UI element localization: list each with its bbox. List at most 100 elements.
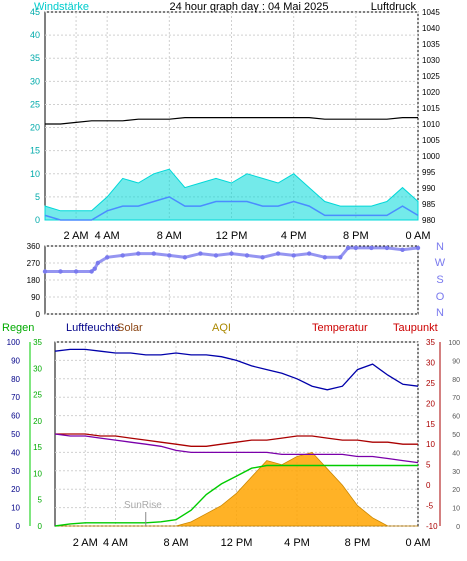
rain-line bbox=[54, 464, 418, 527]
pressure-y-tick: 1010 bbox=[422, 120, 440, 129]
wind-gust-area bbox=[44, 168, 419, 221]
rain-y-tick: 20 bbox=[33, 417, 42, 426]
rain-y-tick: 0 bbox=[38, 522, 43, 531]
pressure-axis-label: Luftdruck bbox=[371, 1, 417, 13]
wind-y-tick: 20 bbox=[30, 123, 40, 133]
outer-y-tick: 70 bbox=[452, 395, 460, 402]
weather-x-tick: 8 AM bbox=[163, 537, 188, 549]
pressure-y-tick: 1045 bbox=[422, 8, 440, 17]
wind-y-tick: 25 bbox=[30, 99, 40, 109]
weather-series bbox=[54, 348, 419, 527]
humidity-line bbox=[54, 348, 419, 391]
pressure-y-tick: 1000 bbox=[422, 152, 440, 161]
temperature-y-tick: 10 bbox=[426, 440, 435, 449]
wind-y-tick: 30 bbox=[30, 76, 40, 86]
wind-x-tick: 12 PM bbox=[216, 230, 248, 242]
pressure-y-tick: 1035 bbox=[422, 40, 440, 49]
temperature-y-tick: -5 bbox=[426, 502, 434, 511]
wind-axis-label: Windstärke bbox=[34, 1, 89, 13]
wind-y-tick: 10 bbox=[30, 169, 40, 179]
temperature-line bbox=[55, 433, 418, 447]
pressure-y-tick: 1015 bbox=[422, 104, 440, 113]
humidity-y-tick: 60 bbox=[11, 412, 20, 421]
humidity-y-tick: 40 bbox=[11, 448, 20, 457]
weather-y-labels: 010203040506070809010005101520253035-10-… bbox=[7, 338, 460, 531]
outer-y-tick: 30 bbox=[452, 469, 460, 476]
outer-y-tick: 20 bbox=[452, 487, 460, 494]
wind-x-tick: 0 AM bbox=[405, 230, 430, 242]
pressure-y-tick: 1040 bbox=[422, 24, 440, 33]
compass-label: O bbox=[436, 291, 445, 303]
weather-x-tick: 8 PM bbox=[345, 537, 371, 549]
legend-aqi: AQI bbox=[212, 322, 231, 334]
graph-title: 24 hour graph day : 04 Mai 2025 bbox=[169, 1, 328, 13]
direction-grid bbox=[45, 245, 419, 315]
weather-x-tick: 12 PM bbox=[221, 537, 253, 549]
dewpoint-line bbox=[54, 433, 419, 464]
weather-x-tick: 4 AM bbox=[103, 537, 128, 549]
pressure-y-tick: 1005 bbox=[422, 136, 440, 145]
pressure-y-tick: 1020 bbox=[422, 88, 440, 97]
direction-y-labels: 0 90 180 270 360 bbox=[27, 242, 41, 319]
compass-label: N bbox=[436, 241, 444, 253]
humidity-y-tick: 0 bbox=[16, 522, 21, 531]
direction-y-tick: 270 bbox=[27, 259, 41, 268]
wind-y-tick: 15 bbox=[30, 146, 40, 156]
temperature-y-tick: 35 bbox=[426, 338, 435, 347]
wind-y-tick: 5 bbox=[35, 192, 40, 202]
outer-y-tick: 80 bbox=[452, 377, 460, 384]
wind-y-tick: 45 bbox=[30, 7, 40, 17]
wind-y-tick: 40 bbox=[30, 30, 40, 40]
pressure-line bbox=[45, 116, 418, 125]
wind-x-tick: 8 PM bbox=[343, 230, 369, 242]
humidity-y-tick: 10 bbox=[11, 504, 20, 513]
legend-temperatur: Temperatur bbox=[312, 322, 368, 334]
temperature-y-tick: 15 bbox=[426, 420, 435, 429]
humidity-y-tick: 50 bbox=[11, 430, 20, 439]
legend-regen: Regen bbox=[2, 322, 34, 334]
pressure-y-tick: 1030 bbox=[422, 56, 440, 65]
rain-y-tick: 5 bbox=[38, 496, 43, 505]
rain-y-tick: 30 bbox=[33, 364, 42, 373]
weather-x-tick: 2 AM bbox=[73, 537, 98, 549]
outer-y-tick: 10 bbox=[452, 506, 460, 513]
humidity-y-tick: 80 bbox=[11, 375, 20, 384]
wind-x-tick: 2 AM bbox=[64, 230, 89, 242]
compass-label: N bbox=[436, 307, 444, 319]
wind-x-tick: 8 AM bbox=[157, 230, 182, 242]
outer-y-tick: 0 bbox=[456, 524, 460, 531]
direction-trace bbox=[45, 246, 419, 273]
outer-y-tick: 50 bbox=[452, 432, 460, 439]
outer-y-tick: 60 bbox=[452, 414, 460, 421]
temperature-y-tick: 5 bbox=[426, 461, 431, 470]
compass-label: S bbox=[436, 274, 443, 286]
pressure-y-tick: 985 bbox=[422, 200, 436, 209]
rain-y-tick: 15 bbox=[33, 443, 42, 452]
temperature-y-tick: -10 bbox=[426, 522, 438, 531]
wind-x-tick: 4 PM bbox=[281, 230, 307, 242]
temperature-y-tick: 20 bbox=[426, 399, 435, 408]
solar-area bbox=[55, 451, 418, 527]
rain-y-tick: 35 bbox=[33, 338, 42, 347]
humidity-y-tick: 100 bbox=[7, 338, 21, 347]
outer-y-tick: 40 bbox=[452, 450, 460, 457]
humidity-y-tick: 70 bbox=[11, 393, 20, 402]
pressure-y-tick: 995 bbox=[422, 168, 436, 177]
legend-luftfeuchte: Luftfeuchte bbox=[66, 322, 120, 334]
pressure-y-labels: 980 985 990 995 1000 1005 1010 1015 1020 1025 1030… bbox=[422, 8, 440, 225]
temperature-y-tick: 0 bbox=[426, 481, 431, 490]
direction-y-tick: 360 bbox=[27, 242, 41, 251]
outer-y-tick: 100 bbox=[448, 340, 460, 347]
wind-y-tick: 0 bbox=[35, 215, 40, 225]
rain-y-tick: 25 bbox=[33, 391, 42, 400]
direction-y-tick: 180 bbox=[27, 276, 41, 285]
legend-taupunkt: Taupunkt bbox=[393, 322, 438, 334]
wind-y-tick: 35 bbox=[30, 53, 40, 63]
sunrise-label: SunRise bbox=[124, 500, 162, 511]
weather-panel: 010203040506070809010005101520253035-10-… bbox=[7, 338, 460, 531]
